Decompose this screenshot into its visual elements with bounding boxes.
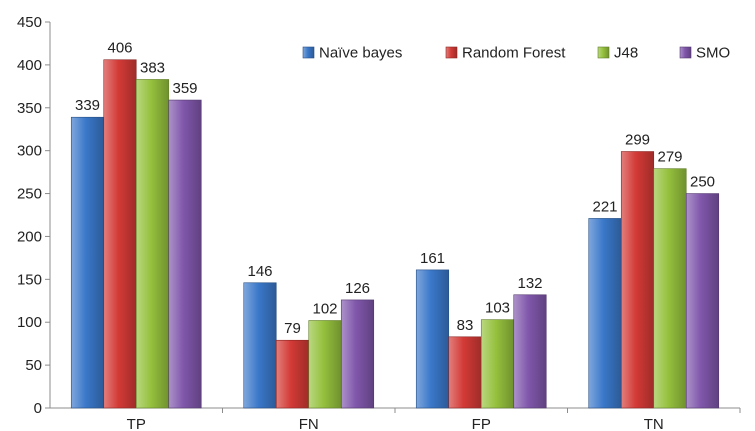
x-tick-label-fn: FN	[299, 416, 319, 431]
y-tick-label: 50	[25, 357, 42, 374]
data-label-random-forest-fp: 83	[457, 317, 474, 334]
data-label-na-ve-bayes-fn: 146	[247, 263, 272, 280]
legend-label-smo: SMO	[696, 45, 730, 62]
legend: Naïve bayes Random Forest J48 SMO	[302, 45, 730, 62]
bar-j48-fp	[480, 319, 515, 409]
data-label-j48-tp: 383	[140, 59, 165, 76]
data-label-smo-tp: 359	[172, 80, 197, 97]
data-label-na-ve-bayes-tp: 339	[75, 97, 100, 114]
bar-smo-fp	[513, 294, 547, 409]
legend-label-j48: J48	[614, 45, 638, 62]
legend-swatch-smo	[679, 46, 692, 59]
y-tick-label: 100	[17, 314, 42, 331]
bar-smo-tp	[168, 99, 202, 409]
y-tick-label: 200	[17, 228, 42, 245]
legend-swatch-j48	[597, 46, 610, 59]
x-tick-label-fp: FP	[472, 416, 491, 431]
legend-swatch-na-ve-bayes	[302, 46, 315, 59]
bar-j48-tn	[653, 168, 687, 409]
bar-j48-fn	[308, 320, 342, 409]
axes: 0 50 100 150 200 250 300 350 400 450 TP FN FP TN	[17, 14, 741, 431]
data-label-na-ve-bayes-fp: 161	[420, 250, 445, 267]
data-label-random-forest-fn: 79	[284, 320, 301, 337]
y-tick-label: 250	[17, 186, 42, 203]
data-label-random-forest-tp: 406	[107, 40, 132, 57]
bar-random-forest-fp	[448, 336, 482, 409]
y-tick-label: 400	[17, 57, 42, 74]
data-label-na-ve-bayes-tn: 221	[592, 198, 617, 215]
bar-random-forest-tn	[620, 151, 655, 409]
y-tick-label: 150	[17, 271, 42, 288]
y-tick-label: 0	[34, 400, 42, 417]
bar-na-ve-bayes-tn	[588, 218, 622, 409]
data-label-random-forest-tn: 299	[625, 132, 650, 149]
bar-smo-tn	[685, 193, 720, 409]
x-tick-label-tp: TP	[127, 416, 146, 431]
bar-na-ve-bayes-tp	[70, 116, 105, 409]
data-label-smo-tn: 250	[690, 174, 715, 191]
data-label-j48-fn: 102	[312, 301, 337, 318]
data-labels: 339 406 383 359 146 79 102 126 161 83 103 132 221 299…	[75, 40, 715, 337]
data-label-smo-fp: 132	[517, 275, 542, 292]
data-label-j48-fp: 103	[485, 300, 510, 317]
y-tick-label: 300	[17, 143, 42, 160]
bar-random-forest-tp	[103, 59, 137, 409]
bar-j48-tp	[135, 79, 170, 409]
data-label-smo-fn: 126	[345, 280, 370, 297]
bar-random-forest-fn	[275, 339, 310, 409]
legend-swatch-random-forest	[445, 46, 458, 59]
data-label-j48-tn: 279	[657, 149, 682, 166]
y-tick-label: 450	[17, 14, 42, 31]
bar-na-ve-bayes-fp	[415, 269, 450, 409]
bars	[70, 59, 720, 409]
x-tick-label-tn: TN	[644, 416, 664, 431]
bar-na-ve-bayes-fn	[243, 282, 277, 409]
y-tick-label: 350	[17, 100, 42, 117]
legend-label-na-ve-bayes: Naïve bayes	[319, 45, 402, 62]
legend-label-random-forest: Random Forest	[462, 45, 566, 62]
bar-smo-fn	[340, 299, 375, 409]
